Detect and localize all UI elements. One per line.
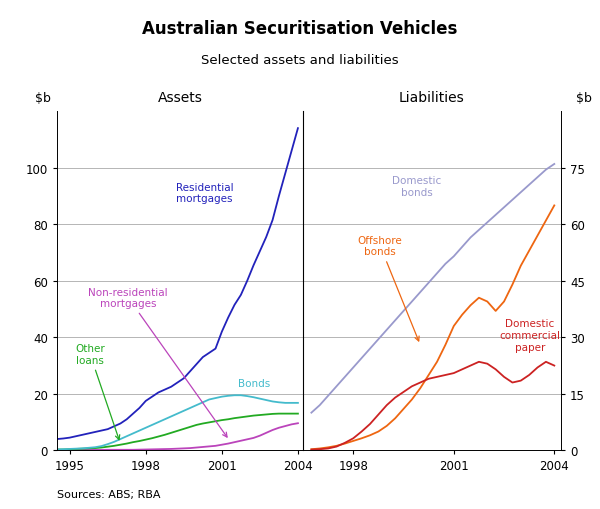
Text: Bonds: Bonds — [238, 378, 270, 388]
Text: Non-residential
mortgages: Non-residential mortgages — [88, 287, 227, 437]
Text: Assets: Assets — [158, 91, 202, 105]
Text: Domestic
commercial
paper: Domestic commercial paper — [500, 319, 560, 352]
Text: Domestic
bonds: Domestic bonds — [392, 176, 441, 197]
Text: Australian Securitisation Vehicles: Australian Securitisation Vehicles — [142, 20, 458, 38]
Text: Residential
mortgages: Residential mortgages — [176, 182, 233, 204]
Text: Other
loans: Other loans — [75, 344, 120, 440]
Text: Liabilities: Liabilities — [399, 91, 465, 105]
Text: $b: $b — [576, 92, 592, 105]
Text: $b: $b — [35, 92, 51, 105]
Text: Offshore
bonds: Offshore bonds — [358, 235, 419, 342]
Text: Selected assets and liabilities: Selected assets and liabilities — [201, 53, 399, 66]
Text: Sources: ABS; RBA: Sources: ABS; RBA — [57, 489, 161, 499]
